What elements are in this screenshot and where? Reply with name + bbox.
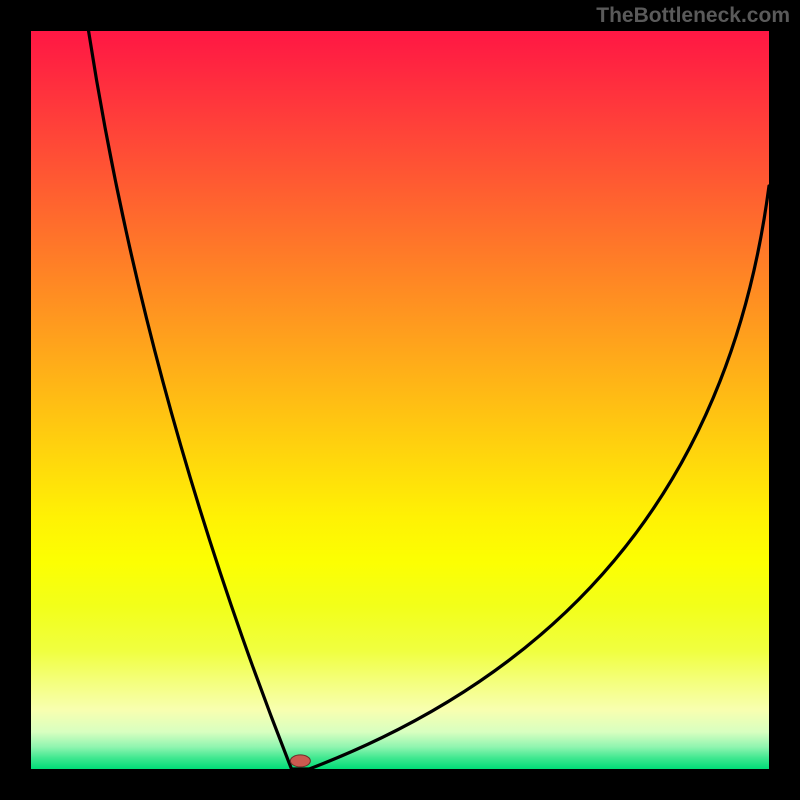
bottleneck-curve [89,31,769,769]
chart-root: TheBottleneck.com [0,0,800,800]
curve-layer [31,31,769,769]
apex-marker [290,755,310,767]
plot-area [31,31,769,769]
attribution-label: TheBottleneck.com [596,4,790,28]
